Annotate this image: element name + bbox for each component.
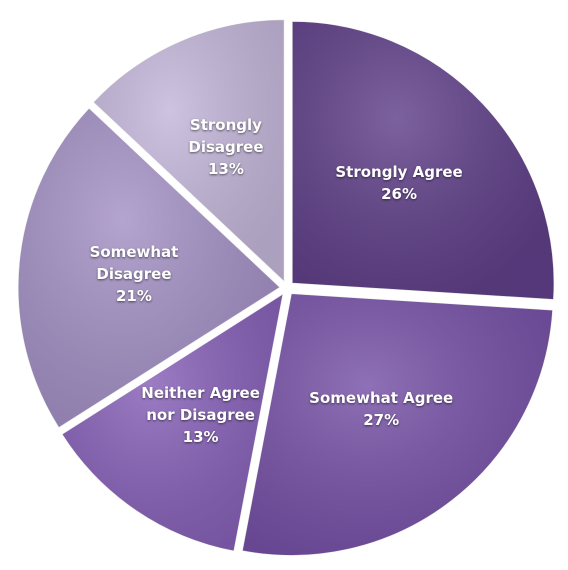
slice-value: 26% bbox=[381, 184, 417, 203]
slice-value: 13% bbox=[207, 159, 244, 178]
slice-label: Somewhat Agree 27% bbox=[306, 387, 456, 431]
slice-value: 13% bbox=[182, 428, 219, 447]
slice-label: Strongly Agree 26% bbox=[324, 161, 474, 205]
slice-label: Somewhat Disagree 21% bbox=[59, 241, 209, 307]
slice-name: Strongly Agree bbox=[335, 162, 463, 181]
slice-label: Neither Agree nor Disagree 13% bbox=[126, 382, 276, 448]
slice-value: 27% bbox=[363, 411, 400, 430]
slice-name: Somewhat Disagree bbox=[89, 242, 179, 283]
slice-value: 21% bbox=[116, 286, 152, 305]
slice-label: Strongly Disagree 13% bbox=[151, 114, 301, 180]
slice-name: Neither Agree nor Disagree bbox=[141, 384, 260, 425]
slice-name: Somewhat Agree bbox=[309, 389, 454, 408]
slice-name: Strongly Disagree bbox=[188, 115, 264, 156]
